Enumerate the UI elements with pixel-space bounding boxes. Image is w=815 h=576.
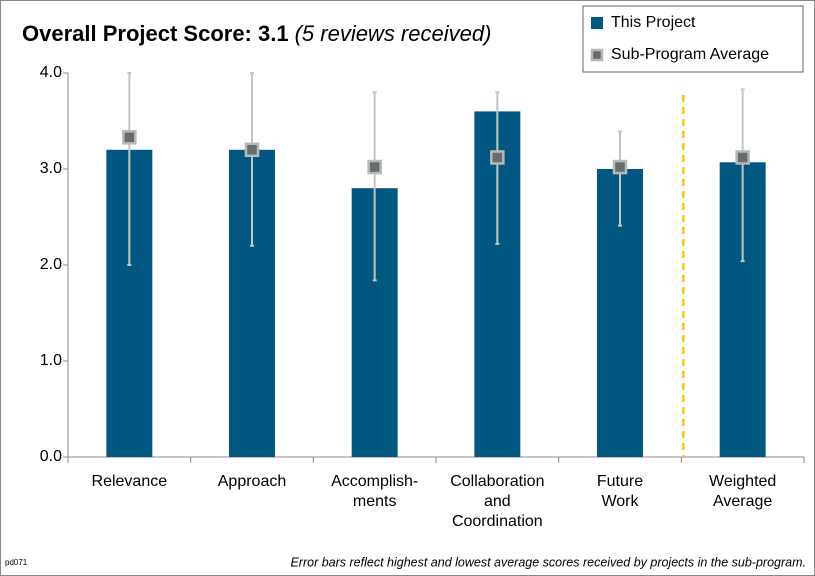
x-tick-label: Accomplish-ments (331, 473, 418, 510)
y-tick-label: 0.0 (40, 448, 62, 465)
x-tick-label: Relevance (92, 473, 168, 490)
x-tick-label: Collaboration and Coordination (450, 473, 544, 530)
marker (367, 159, 382, 175)
x-tick-label-line: Work (601, 493, 639, 510)
x-tick-label-line: Accomplish- (331, 473, 418, 490)
x-tick-label-line: Approach (218, 473, 287, 490)
chart-heading: Overall Project Score: 3.1 (5 reviews rec… (22, 21, 491, 46)
marker (490, 150, 505, 165)
y-tick-label: 2.0 (40, 256, 62, 273)
y-tick-label: 1.0 (40, 352, 62, 369)
marker (735, 150, 750, 165)
chart-code: pd071 (5, 558, 28, 567)
legend-swatch (591, 17, 603, 29)
x-tick-label: Future Work (597, 473, 643, 510)
legend-label: This Project (611, 14, 696, 31)
legend-swatch (590, 48, 604, 62)
x-tick-label-line: ments (353, 493, 397, 510)
chart-subtitle: (5 reviews received) (295, 21, 492, 46)
marker (612, 159, 628, 175)
x-tick-label-line: Weighted (709, 473, 776, 490)
marker (244, 142, 260, 158)
x-tick-label-line: and (484, 493, 511, 510)
x-tick-label-line: Future (597, 473, 643, 490)
y-tick-label: 3.0 (40, 160, 62, 177)
x-tick-label-line: Relevance (92, 473, 168, 490)
x-tick-label-line: Collaboration (450, 473, 544, 490)
x-tick-label: Weighted Average (709, 473, 776, 510)
x-tick-label: Approach (218, 473, 287, 490)
legend-label: Sub-Program Average (611, 46, 769, 63)
legend-box (582, 5, 804, 73)
chart-title: Overall Project Score: 3.1 (22, 21, 289, 46)
footnote: Error bars reflect highest and lowest av… (290, 555, 806, 569)
x-tick-label-line: Coordination (452, 513, 543, 530)
y-tick-label: 4.0 (40, 64, 62, 81)
marker (122, 130, 137, 145)
x-tick-label-line: Average (713, 493, 772, 510)
